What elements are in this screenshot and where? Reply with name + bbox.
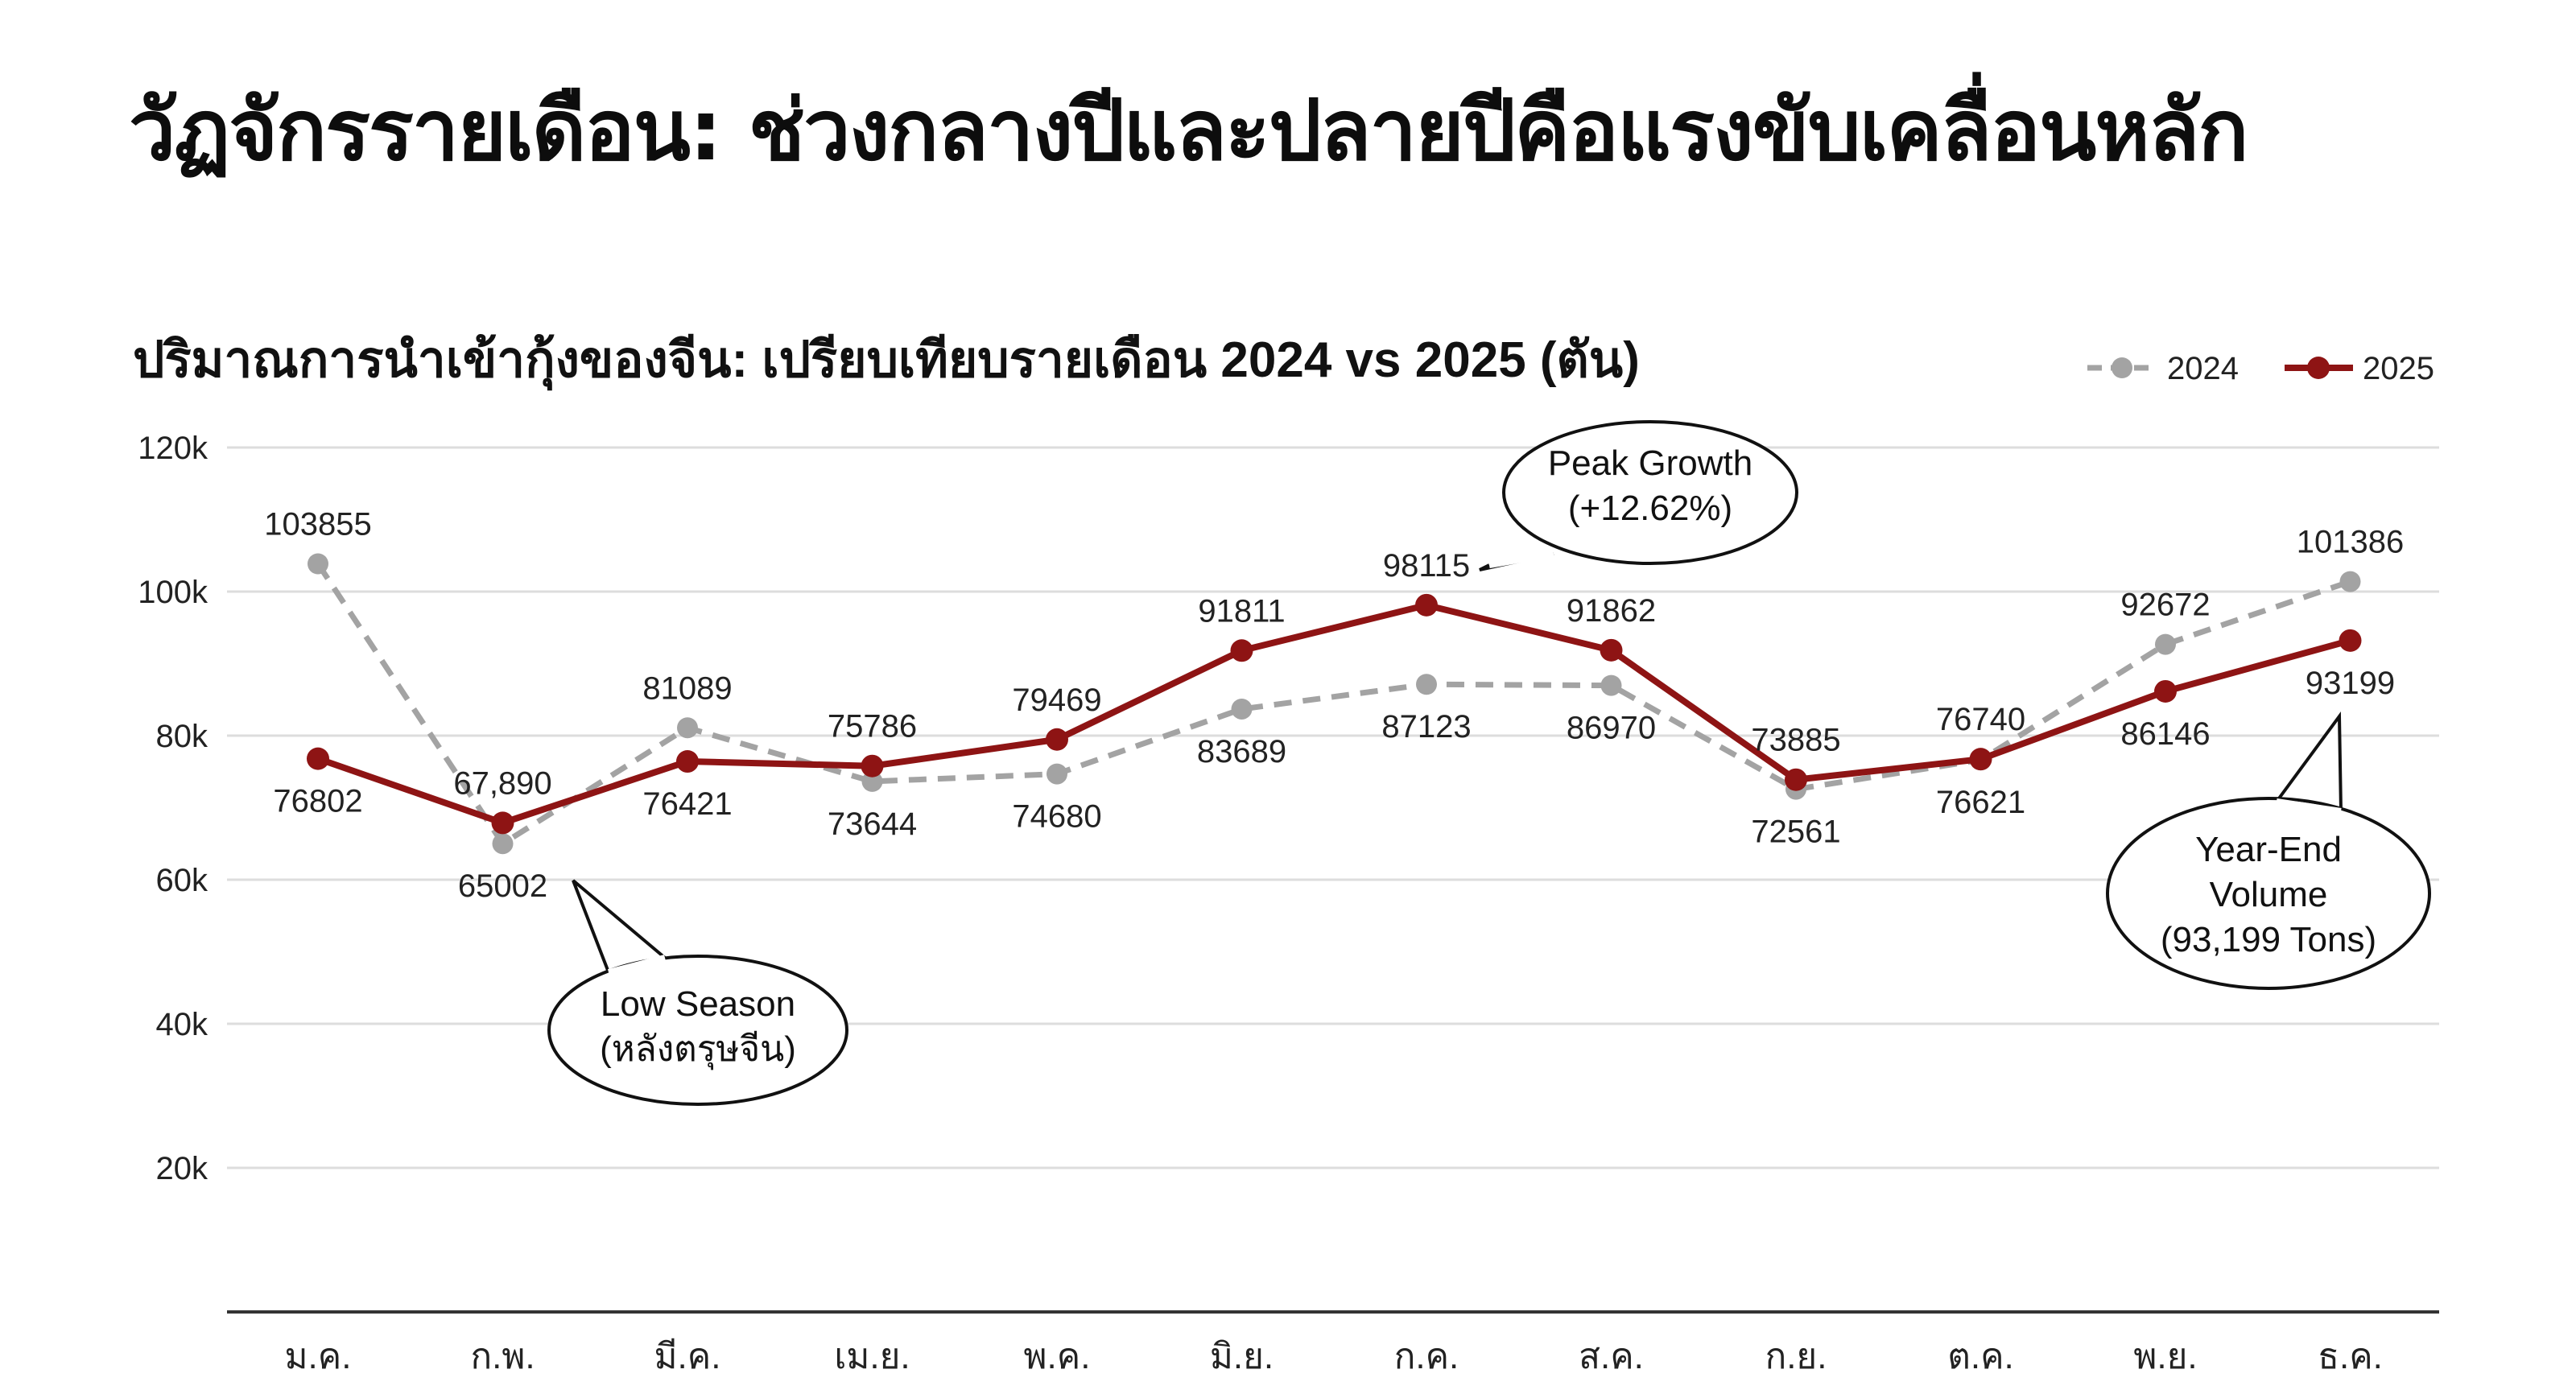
series-2024-point: [492, 833, 514, 855]
data-label-2024: 101386: [2297, 525, 2404, 560]
series-2025-point: [676, 750, 699, 773]
series-2024-point: [677, 717, 698, 739]
legend-2025-marker: [2307, 357, 2330, 379]
legend: 2024 2025: [2087, 351, 2434, 386]
legend-2024-label: 2024: [2167, 351, 2239, 386]
data-label-2024: 81089: [642, 670, 732, 706]
series-2025-line: [316, 601, 2351, 827]
data-label-2025: 76421: [642, 786, 732, 822]
series-2025-point: [307, 747, 329, 770]
callout-bubble: [547, 955, 848, 1106]
callout-tail: [2275, 711, 2343, 812]
data-label-2025: 73885: [1751, 723, 1840, 758]
data-label-2025: 67,890: [453, 765, 551, 801]
x-tick-label: ก.ค.: [1394, 1337, 1459, 1376]
series-2024-point: [1046, 763, 1067, 785]
data-label-2025: 91862: [1567, 593, 1656, 629]
chart-title: ปริมาณการนำเข้ากุ้งของจีน: เปรียบเทียบรา…: [133, 332, 1640, 390]
series-2024-point: [861, 770, 883, 792]
x-tick-label: ส.ค.: [1579, 1337, 1644, 1376]
series-2025-point: [2339, 629, 2362, 652]
data-label-2024: 74680: [1012, 799, 1101, 835]
x-tick-label: เม.ย.: [834, 1337, 910, 1376]
annotations: Peak Growth (+12.62%) Low Season (หลังตรุษจ…: [547, 420, 2431, 1106]
data-label-2025: 91811: [1198, 593, 1285, 629]
x-tick-label: ธ.ค.: [2318, 1337, 2383, 1376]
series-2025-point: [1046, 728, 1068, 751]
y-tick-label: 20k: [156, 1151, 208, 1186]
x-tick-label: ม.ค.: [285, 1337, 352, 1376]
callout-seam: [1488, 551, 1554, 568]
x-tick-label: มี.ค.: [654, 1337, 721, 1376]
series-2025-point: [1230, 639, 1253, 662]
callout-text: (93,199 Tons): [2161, 920, 2376, 959]
legend-2024-marker: [2112, 357, 2132, 378]
x-tick-label: ต.ค.: [1947, 1337, 2013, 1376]
series-2025-point: [491, 811, 514, 835]
gridlines: [227, 446, 2439, 1169]
data-label-2024: 76621: [1936, 785, 2025, 820]
data-label-2025: 75786: [828, 709, 917, 744]
series-2024-point: [1231, 698, 1253, 720]
callout-text: Volume: [2210, 875, 2328, 914]
data-label-2025: 79469: [1012, 683, 1101, 718]
data-label-2025: 76740: [1936, 702, 2025, 737]
data-label-2024: 65002: [458, 868, 547, 904]
series-2024-point: [1600, 674, 1622, 696]
callout-text: Low Season: [601, 984, 795, 1024]
series-2025-point: [861, 754, 884, 777]
series-2025-point: [1785, 768, 1807, 791]
series-2024-point: [308, 553, 328, 575]
data-label-2025: 98115: [1383, 548, 1470, 584]
y-tick-label: 80k: [156, 719, 208, 754]
callout-text: (+12.62%): [1568, 489, 1732, 528]
callout-text: (หลังตรุษจีน): [600, 1029, 796, 1070]
page-title: วัฏจักรรายเดือน: ช่วงกลางปีและปลายปีคือแ…: [129, 81, 2248, 179]
callout-tail: [572, 879, 667, 973]
data-label-2024: 73644: [828, 806, 917, 842]
x-axis: ม.ค. ก.พ. มี.ค. เม.ย. พ.ค. มิ.ย. ก.ค. ส.ค. ก.ย. ต…: [227, 1310, 2439, 1376]
series-2025-point: [1969, 748, 1992, 771]
callout-text: Year-End: [2195, 830, 2342, 869]
x-tick-label: มิ.ย.: [1210, 1337, 1274, 1376]
series-2024-point: [1416, 674, 1437, 695]
plot-area: [307, 553, 2362, 855]
data-labels: 103855 76802 65002 67,890 81089 76421 73644 757…: [264, 506, 2404, 904]
series-2025-point: [2154, 679, 2177, 703]
data-label-2024: 83689: [1197, 734, 1286, 769]
callout-bubble: [1502, 420, 1798, 565]
y-tick-label: 100k: [138, 575, 208, 610]
x-tick-label: พ.ค.: [1024, 1337, 1091, 1376]
series-2024-point: [2339, 571, 2361, 592]
data-label-2025: 76802: [273, 784, 362, 819]
data-label-2024: 92672: [2120, 588, 2210, 623]
data-label-2024: 103855: [264, 506, 371, 542]
series-2024-line: [316, 562, 2351, 847]
y-axis: 20k 40k 60k 80k 100k 120k: [138, 431, 208, 1186]
data-label-2024: 87123: [1381, 709, 1471, 744]
x-tick-label: ก.ย.: [1765, 1337, 1827, 1376]
data-label-2025: 93199: [2306, 666, 2395, 701]
callout-bubble: [2106, 797, 2431, 990]
y-tick-label: 40k: [156, 1007, 208, 1042]
series-2025-point: [1600, 638, 1623, 662]
x-tick-label: พ.ย.: [2133, 1337, 2197, 1376]
series-2025-point: [1415, 593, 1438, 617]
x-tick-label: ก.พ.: [470, 1337, 535, 1376]
callout-seam: [608, 955, 666, 975]
series-2024-point: [2155, 633, 2176, 655]
y-tick-label: 60k: [156, 863, 208, 898]
data-label-2024: 86970: [1567, 711, 1656, 746]
legend-2025-label: 2025: [2363, 351, 2434, 386]
callout-text: Peak Growth: [1548, 443, 1752, 483]
y-tick-label: 120k: [138, 431, 208, 466]
data-label-2025: 86146: [2120, 716, 2210, 752]
callout-seam: [2276, 798, 2342, 815]
data-label-2024: 72561: [1751, 815, 1840, 850]
